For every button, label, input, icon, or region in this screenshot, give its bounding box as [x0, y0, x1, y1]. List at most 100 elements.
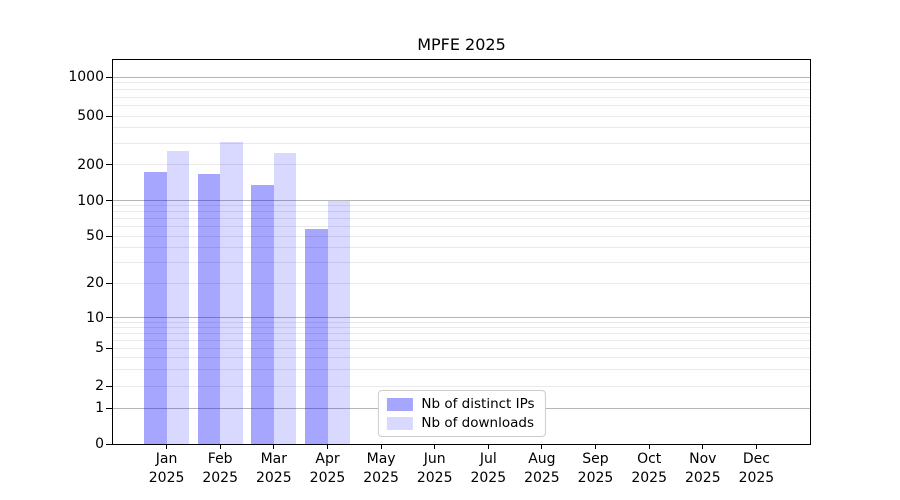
- gridline-minor-300: [113, 142, 810, 144]
- legend-label-downloads: Nb of downloads: [421, 415, 534, 431]
- y-tick-label-500: 500: [77, 108, 104, 124]
- x-tick-year: 2025: [255, 470, 292, 486]
- x-tick-month: Jun: [423, 451, 446, 467]
- y-tick-label-50: 50: [86, 228, 104, 244]
- x-tick-year: 2025: [470, 470, 507, 486]
- x-tick-month: Aug: [528, 451, 556, 467]
- y-tick-mark-1: [106, 407, 112, 409]
- y-tick-label-100: 100: [77, 192, 104, 209]
- legend-swatch-downloads-icon: [386, 416, 413, 430]
- y-tick-mark-0: [106, 443, 112, 445]
- gridline-minor-700: [113, 96, 810, 98]
- bar-distinct-ips-mar: [251, 184, 274, 444]
- legend-swatch-distinct-ips-icon: [386, 397, 413, 411]
- x-tick-year: 2025: [416, 470, 453, 486]
- gridline-minor-900: [113, 82, 810, 84]
- y-tick-label-1: 1: [95, 400, 104, 416]
- x-tick-label-jul: Jul 2025: [456, 450, 520, 488]
- x-tick-year: 2025: [363, 470, 399, 486]
- x-tick-month: Jul: [479, 451, 497, 467]
- x-tick-month: Apr: [315, 451, 340, 467]
- x-tick-label-oct: Oct 2025: [617, 450, 681, 488]
- bar-distinct-ips-jan: [144, 172, 167, 444]
- y-tick-label-0: 0: [95, 436, 104, 452]
- legend-label-distinct-ips: Nb of distinct IPs: [421, 396, 535, 412]
- gridline-major-100: [113, 200, 810, 201]
- gridline-minor-7: [113, 332, 810, 334]
- gridline-major-10: [113, 317, 810, 318]
- x-tick-month: Jan: [155, 451, 178, 467]
- gridline-minor-60: [113, 226, 810, 228]
- x-tick-label-jan: Jan 2025: [135, 450, 199, 488]
- x-tick-month: Dec: [742, 451, 770, 467]
- x-tick-mark-mar: [273, 444, 275, 449]
- x-tick-year: 2025: [309, 470, 346, 486]
- bar-distinct-ips-feb: [197, 173, 221, 444]
- bar-downloads-mar: [273, 153, 297, 444]
- gridline-minor-20: [113, 282, 810, 284]
- gridline-minor-600: [113, 105, 810, 107]
- x-tick-mark-aug: [541, 444, 543, 449]
- x-tick-mark-jan: [166, 444, 168, 449]
- bar-downloads-feb: [220, 142, 243, 444]
- x-tick-label-dec: Dec 2025: [724, 450, 788, 488]
- gridline-major-1000: [113, 76, 810, 78]
- y-tick-label-1000: 1000: [68, 69, 104, 85]
- y-tick-label-200: 200: [77, 156, 104, 173]
- y-tick-mark-100: [106, 200, 112, 201]
- bar-distinct-ips-apr: [305, 229, 328, 444]
- x-tick-mark-jun: [434, 444, 436, 449]
- y-tick-mark-200: [106, 164, 112, 165]
- gridline-minor-50: [113, 235, 810, 237]
- x-tick-month: Sep: [582, 451, 609, 467]
- gridlines-layer: [113, 60, 810, 444]
- x-tick-year: 2025: [631, 470, 667, 486]
- x-tick-label-sep: Sep 2025: [564, 450, 628, 488]
- gridline-minor-6: [113, 339, 810, 341]
- y-tick-mark-10: [106, 317, 112, 318]
- legend: Nb of distinct IPs Nb of downloads: [377, 390, 546, 437]
- y-tick-mark-5: [106, 347, 112, 349]
- x-tick-year: 2025: [684, 470, 721, 486]
- y-tick-mark-20: [106, 282, 112, 284]
- gridline-minor-500: [113, 115, 810, 117]
- bar-downloads-apr: [327, 200, 350, 444]
- x-tick-label-mar: Mar 2025: [242, 450, 306, 488]
- y-tick-label-5: 5: [95, 340, 104, 356]
- x-tick-mark-nov: [702, 444, 704, 449]
- x-tick-year: 2025: [577, 470, 614, 486]
- gridline-minor-90: [113, 205, 810, 207]
- gridline-minor-9: [113, 321, 810, 323]
- gridline-minor-70: [113, 218, 810, 220]
- y-tick-label-2: 2: [95, 378, 104, 394]
- x-tick-mark-jul: [487, 444, 489, 449]
- x-tick-month: Mar: [260, 451, 287, 467]
- x-tick-year: 2025: [202, 470, 238, 486]
- x-tick-month: Feb: [207, 451, 233, 467]
- x-tick-year: 2025: [524, 470, 560, 486]
- x-tick-label-feb: Feb 2025: [188, 450, 252, 488]
- gridline-minor-30: [113, 261, 810, 263]
- x-tick-mark-dec: [755, 444, 757, 449]
- gridline-minor-800: [113, 89, 810, 91]
- gridline-minor-400: [113, 127, 810, 129]
- gridline-minor-40: [113, 246, 810, 248]
- x-tick-label-aug: Aug 2025: [510, 450, 574, 488]
- x-tick-mark-may: [380, 444, 382, 449]
- gridline-minor-3: [113, 368, 810, 370]
- chart-title: MPFE 2025: [417, 35, 506, 54]
- y-tick-mark-50: [106, 235, 112, 237]
- y-tick-mark-500: [106, 115, 112, 117]
- gridline-minor-5: [113, 347, 810, 349]
- x-tick-month: Nov: [689, 451, 717, 467]
- bar-downloads-jan: [166, 150, 190, 444]
- x-tick-year: 2025: [738, 470, 775, 486]
- x-tick-mark-feb: [219, 444, 221, 449]
- x-tick-mark-oct: [648, 444, 650, 449]
- x-tick-mark-sep: [595, 444, 596, 449]
- gridline-minor-4: [113, 356, 810, 358]
- x-tick-label-may: May 2025: [349, 450, 413, 488]
- x-tick-label-nov: Nov 2025: [671, 450, 735, 488]
- legend-item-distinct-ips: Nb of distinct IPs: [386, 396, 535, 412]
